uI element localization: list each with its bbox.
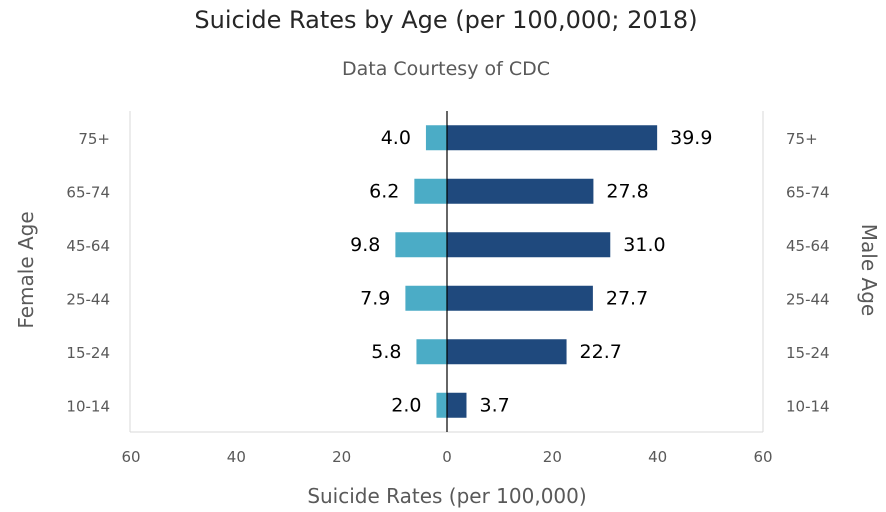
y-tick-label-right: 65-74 — [786, 183, 830, 201]
female-value-label: 9.8 — [350, 234, 380, 256]
x-tick-label: 60 — [753, 448, 772, 466]
y-tick-label-right: 75+ — [786, 130, 818, 148]
male-value-label: 27.7 — [606, 287, 648, 309]
chart-title: Suicide Rates by Age (per 100,000; 2018) — [194, 6, 697, 34]
y-tick-label-left: 65-74 — [66, 183, 110, 201]
female-value-label: 2.0 — [391, 394, 421, 416]
female-bar — [395, 232, 447, 258]
chart-subtitle: Data Courtesy of CDC — [342, 58, 550, 80]
y-axis-title-left: Female Age — [14, 211, 38, 328]
male-bar — [447, 232, 611, 258]
y-tick-label-right: 25-44 — [786, 290, 830, 308]
male-bar — [447, 285, 593, 311]
male-value-label: 3.7 — [479, 394, 509, 416]
female-value-label: 6.2 — [369, 180, 399, 202]
x-tick-label: 60 — [121, 448, 140, 466]
female-value-label: 5.8 — [371, 341, 401, 363]
male-bar — [447, 178, 594, 204]
male-bar — [447, 339, 567, 365]
female-bar — [436, 392, 447, 418]
male-value-label: 39.9 — [670, 127, 712, 149]
y-tick-label-right: 10-14 — [786, 397, 830, 415]
y-tick-label-right: 15-24 — [786, 344, 830, 362]
x-tick-label: 20 — [543, 448, 562, 466]
x-tick-label: 40 — [227, 448, 246, 466]
y-tick-label-left: 75+ — [78, 130, 110, 148]
male-value-label: 31.0 — [623, 234, 665, 256]
x-tick-label: 20 — [332, 448, 351, 466]
female-value-label: 7.9 — [360, 287, 390, 309]
female-bar — [416, 339, 447, 365]
y-axis-title-right: Male Age — [857, 224, 881, 316]
y-tick-label-left: 45-64 — [66, 237, 110, 255]
x-tick-label: 0 — [442, 448, 452, 466]
male-value-label: 22.7 — [580, 341, 622, 363]
female-value-label: 4.0 — [381, 127, 411, 149]
female-bar — [405, 285, 447, 311]
y-tick-label-left: 15-24 — [66, 344, 110, 362]
female-bar — [414, 178, 447, 204]
y-tick-label-left: 25-44 — [66, 290, 110, 308]
female-bar — [425, 125, 447, 151]
x-axis-title: Suicide Rates (per 100,000) — [307, 484, 586, 508]
male-value-label: 27.8 — [606, 180, 648, 202]
y-tick-label-left: 10-14 — [66, 397, 110, 415]
male-bar — [447, 392, 467, 418]
y-tick-label-right: 45-64 — [786, 237, 830, 255]
plot-area: 4.0 39.9 75+ 75+ 6.2 27.8 65-74 65-74 9.8 31.0 45-… — [66, 111, 830, 466]
male-bar — [447, 125, 658, 151]
x-tick-label: 40 — [648, 448, 667, 466]
